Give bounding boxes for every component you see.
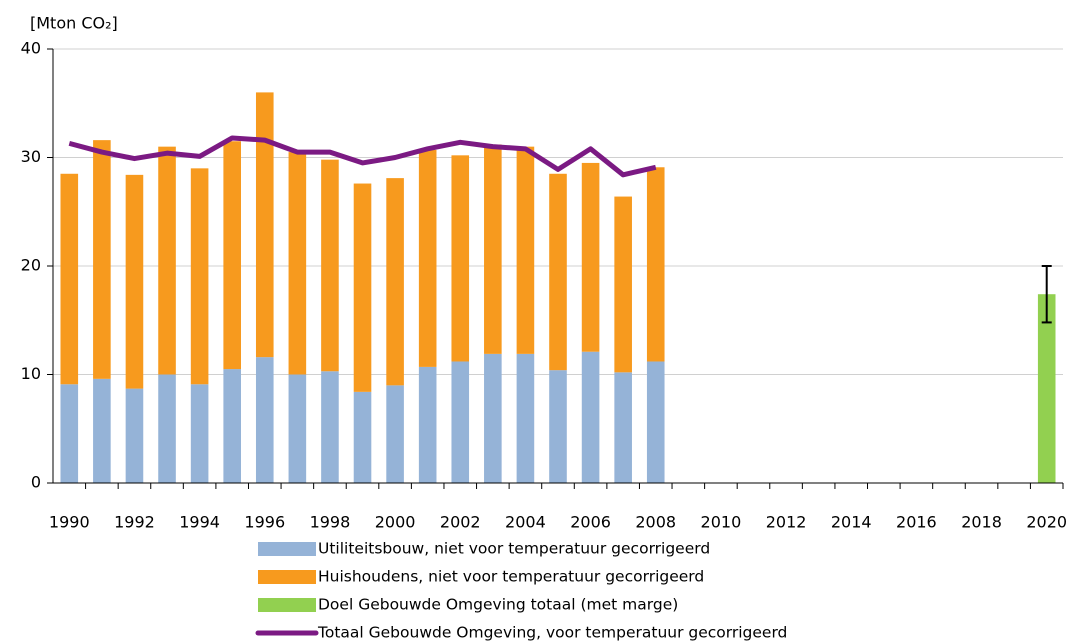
bar [516, 353, 535, 483]
x-tick-label: 2006 [570, 513, 611, 532]
x-tick-label: 2018 [961, 513, 1002, 532]
x-tick-label: 2020 [1026, 513, 1067, 532]
bar [60, 173, 79, 385]
bar [484, 144, 502, 354]
x-tick-label: 2012 [766, 513, 807, 532]
x-tick-label: 1992 [114, 513, 155, 532]
bar [223, 369, 241, 483]
y-tick-label: 20 [21, 256, 41, 275]
bar [125, 174, 144, 389]
bar [549, 370, 567, 483]
bar [190, 384, 209, 483]
x-tick-label: 1990 [49, 513, 90, 532]
y-tick-label: 0 [31, 473, 41, 492]
y-axis-label: [Mton CO₂] [30, 14, 118, 33]
bar [646, 361, 665, 483]
bar [386, 178, 404, 386]
y-tick-label: 30 [21, 147, 41, 166]
x-tick-label: 1994 [179, 513, 220, 532]
bar [190, 168, 209, 385]
bar [60, 384, 79, 483]
x-tick-label: 2014 [831, 513, 872, 532]
legend-swatch [258, 570, 316, 584]
bar [418, 149, 437, 367]
legend-label: Huishoudens, niet voor temperatuur gecor… [318, 568, 704, 586]
legend-label: Utiliteitsbouw, niet voor temperatuur ge… [318, 540, 710, 558]
bar [484, 353, 502, 483]
error-bar [1041, 265, 1052, 324]
x-tick-label: 2004 [505, 513, 546, 532]
bar [386, 385, 404, 483]
x-tick-label: 2016 [896, 513, 937, 532]
x-tick-label: 2010 [701, 513, 742, 532]
bar [549, 173, 567, 371]
bar [125, 388, 144, 483]
bar [93, 140, 111, 379]
y-tick-label: 40 [21, 39, 41, 58]
bar [646, 167, 665, 362]
line [68, 135, 657, 178]
bar [418, 366, 437, 483]
y-tick-label: 10 [21, 364, 41, 383]
legend-swatch [258, 598, 316, 612]
bar [614, 372, 632, 483]
legend-label: Totaal Gebouwde Omgeving, voor temperatu… [317, 624, 787, 642]
bar [158, 146, 176, 375]
bar [451, 361, 470, 483]
x-tick-label: 2008 [635, 513, 676, 532]
bar [288, 374, 307, 483]
bar [223, 141, 241, 370]
bar [255, 357, 274, 483]
bar [516, 146, 535, 354]
bar [321, 159, 339, 372]
x-tick-label: 2002 [440, 513, 481, 532]
bar [255, 92, 274, 358]
legend-swatch [258, 542, 316, 556]
bar [581, 351, 600, 483]
bar [451, 155, 470, 362]
x-tick-label: 1998 [310, 513, 351, 532]
bar [1037, 294, 1056, 483]
x-tick-label: 2000 [375, 513, 416, 532]
bar [614, 196, 632, 373]
bar [321, 371, 339, 483]
bar [353, 391, 372, 483]
bar [288, 152, 307, 375]
legend-label: Doel Gebouwde Omgeving totaal (met marge… [318, 596, 678, 614]
bar [158, 374, 176, 483]
bar [353, 183, 372, 392]
bar [93, 378, 111, 483]
x-tick-label: 1996 [244, 513, 285, 532]
bar [581, 162, 600, 352]
